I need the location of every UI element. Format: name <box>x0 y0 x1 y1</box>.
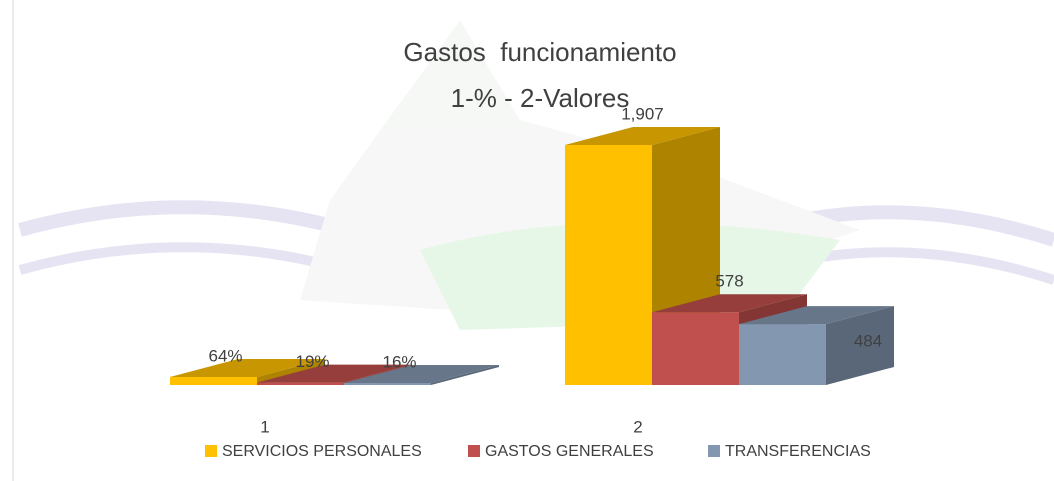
bar <box>739 324 826 385</box>
data-label: 1,907 <box>621 104 664 123</box>
chart-subtitle: 1-% - 2-Valores <box>451 83 630 113</box>
bar <box>565 145 652 385</box>
legend-label: TRANSFERENCIAS <box>725 443 871 460</box>
bar <box>257 383 344 385</box>
data-label: 19% <box>295 352 329 371</box>
chart-title: Gastos funcionamiento <box>403 37 676 67</box>
bar <box>170 377 257 385</box>
x-tick-label: 2 <box>633 417 642 436</box>
x-tick-label: 1 <box>260 417 269 436</box>
legend-swatch <box>708 445 720 457</box>
data-label: 578 <box>715 272 743 291</box>
bar <box>344 383 431 385</box>
legend-swatch <box>468 445 480 457</box>
data-label: 484 <box>854 332 882 351</box>
legend-swatch <box>205 445 217 457</box>
data-label: 16% <box>382 352 416 371</box>
chart: Gastos funcionamiento 1-% - 2-Valores 1 2… <box>0 0 1054 481</box>
bar <box>652 312 739 385</box>
data-label: 64% <box>208 346 242 365</box>
legend-label: GASTOS GENERALES <box>485 443 654 460</box>
legend-label: SERVICIOS PERSONALES <box>222 443 422 460</box>
